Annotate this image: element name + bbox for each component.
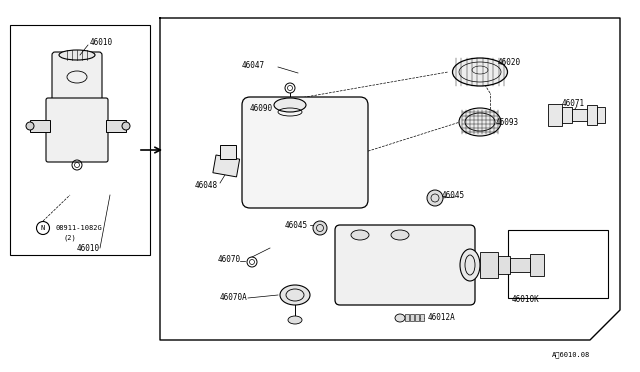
Text: (2): (2) (63, 235, 76, 241)
Text: 46070: 46070 (218, 256, 241, 264)
Bar (420, 314, 424, 321)
Ellipse shape (280, 285, 310, 305)
Bar (30, 120, 50, 132)
Bar (498, 256, 510, 274)
Text: 46090: 46090 (250, 103, 273, 112)
Bar (405, 314, 409, 321)
Ellipse shape (460, 249, 480, 281)
Text: 08911-1082G: 08911-1082G (55, 225, 102, 231)
Ellipse shape (391, 230, 409, 240)
Ellipse shape (274, 98, 306, 112)
Text: 46047: 46047 (242, 61, 265, 70)
Text: A怐6010.08: A怐6010.08 (552, 352, 590, 358)
Bar (562, 107, 572, 123)
Ellipse shape (452, 58, 508, 86)
Text: 46012A: 46012A (428, 314, 456, 323)
Bar (410, 314, 414, 321)
Ellipse shape (26, 122, 34, 130)
Bar (530, 254, 544, 276)
Text: 46010: 46010 (90, 38, 113, 46)
Bar (572, 109, 588, 121)
Text: 46071: 46071 (562, 99, 585, 108)
Ellipse shape (427, 190, 443, 206)
Text: 46010: 46010 (77, 244, 100, 253)
Bar (548, 104, 562, 126)
Bar (597, 107, 605, 123)
Text: 46010K: 46010K (512, 295, 540, 305)
Text: 46045: 46045 (285, 221, 308, 230)
Text: 46048: 46048 (195, 180, 218, 189)
Text: N: N (41, 225, 45, 231)
Ellipse shape (122, 122, 130, 130)
Bar (480, 252, 498, 278)
Ellipse shape (459, 108, 501, 136)
Bar (510, 258, 530, 272)
Bar (587, 105, 597, 125)
Ellipse shape (351, 230, 369, 240)
FancyBboxPatch shape (242, 97, 368, 208)
FancyBboxPatch shape (52, 52, 102, 103)
Bar (106, 120, 126, 132)
Bar (220, 145, 236, 159)
Bar (213, 155, 239, 177)
Bar (508, 230, 608, 298)
FancyBboxPatch shape (46, 98, 108, 162)
Text: 46045: 46045 (442, 190, 465, 199)
Bar (10, 25, 150, 255)
Text: 46070A: 46070A (220, 294, 248, 302)
Ellipse shape (288, 316, 302, 324)
Text: 46093: 46093 (496, 118, 519, 126)
Text: 46020: 46020 (498, 58, 521, 67)
Ellipse shape (313, 221, 327, 235)
Ellipse shape (59, 50, 95, 60)
FancyBboxPatch shape (335, 225, 475, 305)
Bar (415, 314, 419, 321)
Ellipse shape (395, 314, 405, 322)
